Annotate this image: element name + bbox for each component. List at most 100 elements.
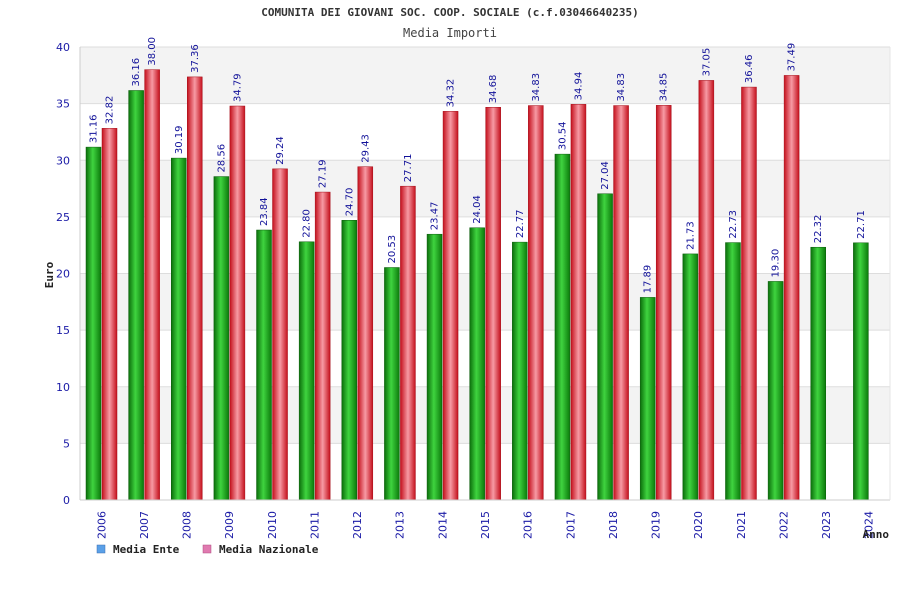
data-label-media-ente: 24.04 <box>472 195 483 224</box>
x-tick-label: 2021 <box>735 511 748 539</box>
data-label-media-nazionale: 32.82 <box>105 96 116 125</box>
data-label-media-ente: 22.73 <box>728 210 739 239</box>
data-label-media-nazionale: 37.05 <box>701 48 712 77</box>
bar-media-nazionale <box>655 105 672 501</box>
x-tick-label: 2018 <box>607 511 620 539</box>
x-tick-label: 2012 <box>351 511 364 539</box>
y-tick-label: 25 <box>56 211 70 224</box>
x-tick-label: 2024 <box>863 511 876 539</box>
data-label-media-nazionale: 34.68 <box>488 75 499 104</box>
y-tick-label: 30 <box>56 154 70 167</box>
data-labels-group: 31.16 32.82 36.16 38.00 30.19 37.36 28.56 34.79… <box>89 37 867 293</box>
bar-media-ente <box>298 241 315 501</box>
bar-media-ente <box>426 233 443 501</box>
bar-media-nazionale <box>570 104 587 501</box>
x-tick-label: 2008 <box>181 511 194 539</box>
axes-group: 0 5 10 15 20 25 30 35 40 2006 2007 2008 2009 2010 2011… <box>56 41 891 539</box>
data-label-media-ente: 27.04 <box>600 161 611 190</box>
data-label-media-ente: 21.73 <box>685 221 696 250</box>
data-label-media-nazionale: 34.94 <box>573 72 584 101</box>
bar-media-nazionale <box>187 76 203 501</box>
bar-media-ente <box>597 193 613 501</box>
bar-media-ente <box>554 153 571 501</box>
data-label-media-nazionale: 38.00 <box>147 37 158 66</box>
bar-media-ente <box>725 242 741 501</box>
data-label-media-nazionale: 37.49 <box>787 43 798 72</box>
data-label-media-nazionale: 34.83 <box>531 73 542 102</box>
data-label-media-nazionale: 29.24 <box>275 136 286 165</box>
bar-media-ente <box>853 242 869 501</box>
y-tick-label: 5 <box>63 437 70 450</box>
x-tick-label: 2009 <box>223 511 236 539</box>
x-tick-label: 2017 <box>564 511 577 539</box>
y-tick-label: 35 <box>56 98 70 111</box>
bar-media-ente <box>256 229 272 501</box>
legend-label-media-ente: Media Ente <box>113 543 180 556</box>
chart-title: COMUNITA DEI GIOVANI SOC. COOP. SOCIALE … <box>261 6 639 19</box>
legend-label-media-nazionale: Media Nazionale <box>219 543 319 556</box>
bar-media-nazionale <box>272 168 288 501</box>
x-tick-label: 2010 <box>266 511 279 539</box>
data-label-media-ente: 28.56 <box>216 144 227 173</box>
legend: Media Ente Media Nazionale <box>96 543 319 556</box>
x-tick-label: 2014 <box>436 511 449 539</box>
x-tick-label: 2019 <box>650 511 663 539</box>
bar-media-ente <box>682 253 699 501</box>
x-tick-label: 2007 <box>138 511 151 539</box>
bar-media-ente <box>512 241 528 501</box>
bar-media-nazionale <box>741 86 757 501</box>
bar-media-nazionale <box>357 166 374 501</box>
y-tick-label: 0 <box>63 494 70 507</box>
x-tick-label: 2016 <box>522 511 535 539</box>
bar-media-nazionale <box>698 80 715 501</box>
bar-media-ente <box>767 281 784 501</box>
bar-media-ente <box>85 146 102 501</box>
data-label-media-ente: 36.16 <box>131 58 142 87</box>
data-label-media-ente: 24.70 <box>344 188 355 217</box>
bar-media-nazionale <box>229 105 246 501</box>
data-label-media-ente: 23.47 <box>430 202 441 231</box>
bar-media-nazionale <box>485 106 501 501</box>
y-tick-label: 15 <box>56 324 70 337</box>
legend-swatch-media-ente <box>96 544 106 554</box>
data-label-media-nazionale: 29.43 <box>360 134 371 163</box>
bar-media-nazionale <box>144 69 160 501</box>
chart-subtitle: Media Importi <box>403 26 497 40</box>
y-axis-label: Euro <box>43 261 56 288</box>
bar-media-ente <box>810 246 826 501</box>
data-label-media-ente: 22.71 <box>856 210 867 239</box>
legend-swatch-media-nazionale <box>202 544 212 554</box>
bar-media-ente <box>171 157 187 501</box>
data-label-media-nazionale: 34.32 <box>446 79 457 108</box>
y-tick-label: 20 <box>56 268 70 281</box>
bar-media-nazionale <box>442 111 459 501</box>
bar-media-nazionale <box>528 105 544 501</box>
data-label-media-ente: 23.84 <box>259 197 270 226</box>
data-label-media-ente: 22.32 <box>813 215 824 244</box>
x-tick-label: 2011 <box>308 511 321 539</box>
x-axis-label: Anno <box>863 528 890 541</box>
x-tick-label: 2006 <box>95 511 108 539</box>
data-label-media-nazionale: 37.36 <box>190 44 201 73</box>
data-label-media-ente: 22.80 <box>302 209 313 238</box>
x-tick-label: 2013 <box>394 511 407 539</box>
data-label-media-nazionale: 27.19 <box>318 159 329 188</box>
data-label-media-nazionale: 34.83 <box>616 73 627 102</box>
data-label-media-ente: 30.54 <box>557 121 568 150</box>
data-label-media-ente: 17.89 <box>643 265 654 294</box>
bar-media-ente <box>469 227 485 501</box>
data-label-media-nazionale: 34.79 <box>232 73 243 102</box>
bar-media-ente <box>128 90 144 501</box>
bar-media-nazionale <box>783 75 800 501</box>
y-tick-label: 10 <box>56 381 70 394</box>
data-label-media-ente: 20.53 <box>387 235 398 264</box>
data-label-media-ente: 22.77 <box>515 209 526 238</box>
data-label-media-ente: 31.16 <box>89 114 100 143</box>
bar-media-ente <box>341 220 358 501</box>
data-label-media-nazionale: 36.46 <box>744 54 755 83</box>
bar-media-ente <box>639 297 656 501</box>
data-label-media-ente: 19.30 <box>771 249 782 278</box>
bar-media-ente <box>384 267 400 501</box>
x-tick-label: 2023 <box>820 511 833 539</box>
